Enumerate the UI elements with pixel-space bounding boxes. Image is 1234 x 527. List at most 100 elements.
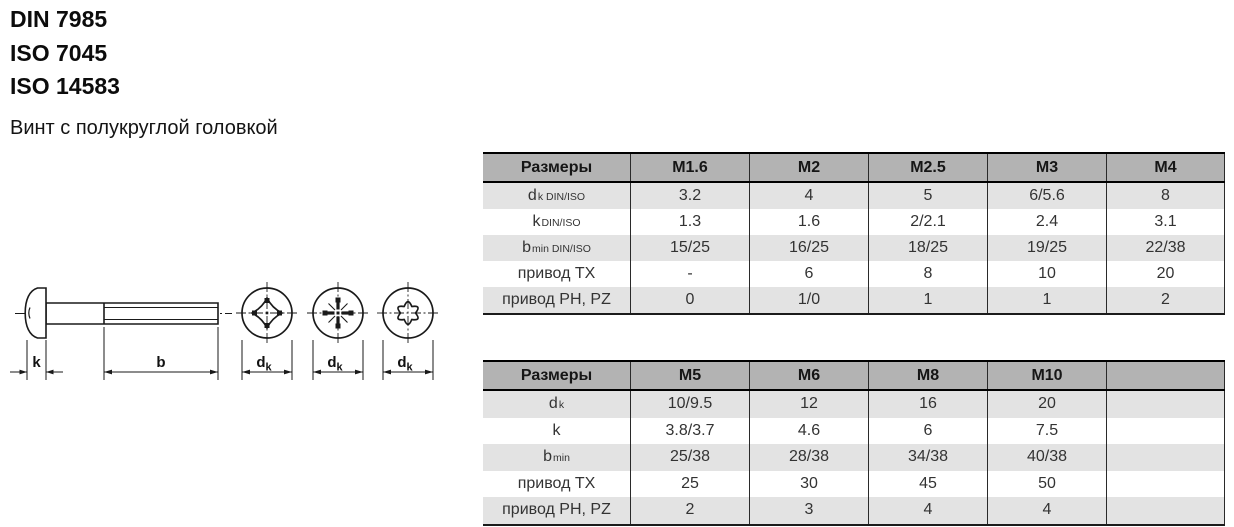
arrowhead bbox=[425, 369, 433, 375]
value-cell: 20 bbox=[1106, 261, 1225, 287]
value-cell: 2.4 bbox=[987, 209, 1106, 235]
value-cell: 2/2.1 bbox=[868, 209, 987, 235]
value-cell: - bbox=[630, 261, 749, 287]
screw-head-outline bbox=[24, 287, 47, 339]
screw-shaft bbox=[45, 302, 219, 325]
value-cell: 6 bbox=[868, 417, 987, 444]
value-cell: 5 bbox=[868, 183, 987, 209]
column-header: M2 bbox=[749, 154, 868, 181]
value-cell: 22/38 bbox=[1106, 235, 1225, 261]
standards-block: DIN 7985 ISO 7045 ISO 14583 bbox=[10, 3, 120, 104]
value-cell bbox=[1106, 470, 1225, 497]
column-header: M6 bbox=[749, 362, 868, 389]
standard-iso-7045: ISO 7045 bbox=[10, 39, 108, 66]
dim-label-dk: dk bbox=[397, 354, 413, 374]
table-sizes-small: Размеры M1.6 M2 M2.5 M3 M4 d k DIN/ISO 3.2 4 5 6/5.… bbox=[483, 152, 1225, 315]
row-label: b min DIN/ISO bbox=[522, 239, 591, 256]
column-header: M3 bbox=[987, 154, 1106, 181]
dim-label-dk: dk bbox=[256, 354, 272, 374]
value-cell: 10 bbox=[987, 261, 1106, 287]
column-header: M1.6 bbox=[630, 154, 749, 181]
arrowhead bbox=[104, 369, 112, 375]
value-cell: 1 bbox=[868, 287, 987, 313]
value-cell: 10/9.5 bbox=[630, 391, 749, 418]
value-cell: 8 bbox=[868, 261, 987, 287]
arrowhead bbox=[242, 369, 250, 375]
value-cell: 6/5.6 bbox=[987, 183, 1106, 209]
arrowhead bbox=[284, 369, 292, 375]
table-row: d k 10/9.5 12 16 20 bbox=[483, 391, 1225, 418]
value-cell: 18/25 bbox=[868, 235, 987, 261]
column-header bbox=[1106, 362, 1225, 389]
arrowhead bbox=[46, 369, 54, 375]
row-label: b min bbox=[543, 448, 570, 466]
value-cell: 6 bbox=[749, 261, 868, 287]
table-row: b min 25/38 28/38 34/38 40/38 bbox=[483, 444, 1225, 471]
column-header: M5 bbox=[630, 362, 749, 389]
value-cell bbox=[1106, 444, 1225, 471]
value-cell bbox=[1106, 417, 1225, 444]
arrowhead bbox=[355, 369, 363, 375]
table-row: b min DIN/ISO 15/25 16/25 18/25 19/25 22/38 bbox=[483, 235, 1225, 261]
value-cell: 4 bbox=[987, 497, 1106, 524]
standard-iso-14583: ISO 14583 bbox=[10, 73, 120, 99]
value-cell: 4.6 bbox=[749, 417, 868, 444]
table-sizes-large: Размеры M5 M6 M8 M10 d k 10/9.5 12 16 20 k 3.8/3.7 4.… bbox=[483, 360, 1225, 526]
row-label-header: Размеры bbox=[520, 366, 593, 384]
arrowhead bbox=[19, 369, 27, 375]
column-header: M10 bbox=[987, 362, 1106, 389]
column-header: M8 bbox=[868, 362, 987, 389]
row-label: привод TX bbox=[517, 265, 596, 282]
table-row: привод TX 25 30 45 50 bbox=[483, 470, 1225, 497]
value-cell: 15/25 bbox=[630, 235, 749, 261]
value-cell: 2 bbox=[630, 497, 749, 524]
technical-drawing: k b dk bbox=[10, 282, 439, 380]
dim-label-dk: dk bbox=[327, 354, 343, 374]
row-label-header: Размеры bbox=[520, 158, 593, 176]
value-cell: 4 bbox=[868, 497, 987, 524]
torx-recess-view: dk bbox=[377, 282, 439, 380]
table-row: k 3.8/3.7 4.6 6 7.5 bbox=[483, 417, 1225, 444]
table-row: привод TX -6 8 10 20 bbox=[483, 261, 1225, 287]
row-label: привод PH, PZ bbox=[502, 501, 611, 519]
value-cell: 8 bbox=[1106, 183, 1225, 209]
value-cell: 30 bbox=[749, 470, 868, 497]
value-cell: 50 bbox=[987, 470, 1106, 497]
pozidriv-recess-view: dk bbox=[307, 282, 369, 380]
value-cell: 3.1 bbox=[1106, 209, 1225, 235]
value-cell: 40/38 bbox=[987, 444, 1106, 471]
table-row: привод PH, PZ 2 3 4 4 bbox=[483, 497, 1225, 524]
value-cell: 45 bbox=[868, 470, 987, 497]
value-cell: 0 bbox=[630, 287, 749, 313]
row-label: привод PH, PZ bbox=[502, 291, 611, 308]
value-cell bbox=[1106, 497, 1225, 524]
arrowhead bbox=[210, 369, 218, 375]
row-label: привод TX bbox=[517, 474, 596, 492]
value-cell: 19/25 bbox=[987, 235, 1106, 261]
column-header: M4 bbox=[1106, 154, 1225, 181]
value-cell: 2 bbox=[1106, 287, 1225, 313]
column-header: M2.5 bbox=[868, 154, 987, 181]
value-cell: 1 bbox=[987, 287, 1106, 313]
recess-profile-line bbox=[28, 307, 31, 319]
standard-din: DIN 7985 bbox=[10, 6, 108, 32]
value-cell bbox=[1106, 391, 1225, 418]
arrowhead bbox=[383, 369, 391, 375]
value-cell: 3 bbox=[749, 497, 868, 524]
value-cell: 7.5 bbox=[987, 417, 1106, 444]
table-row: привод PH, PZ 0 1/0 1 1 2 bbox=[483, 287, 1225, 313]
value-cell: 34/38 bbox=[868, 444, 987, 471]
value-cell: 3.8/3.7 bbox=[630, 417, 749, 444]
value-cell: 12 bbox=[749, 391, 868, 418]
value-cell: 16/25 bbox=[749, 235, 868, 261]
value-cell: 20 bbox=[987, 391, 1106, 418]
value-cell: 3.2 bbox=[630, 183, 749, 209]
arrowhead bbox=[313, 369, 321, 375]
value-cell: 1/0 bbox=[749, 287, 868, 313]
table-row: k DIN/ISO 1.3 1.6 2/2.1 2.4 3.1 bbox=[483, 209, 1225, 235]
value-cell: 1.6 bbox=[749, 209, 868, 235]
